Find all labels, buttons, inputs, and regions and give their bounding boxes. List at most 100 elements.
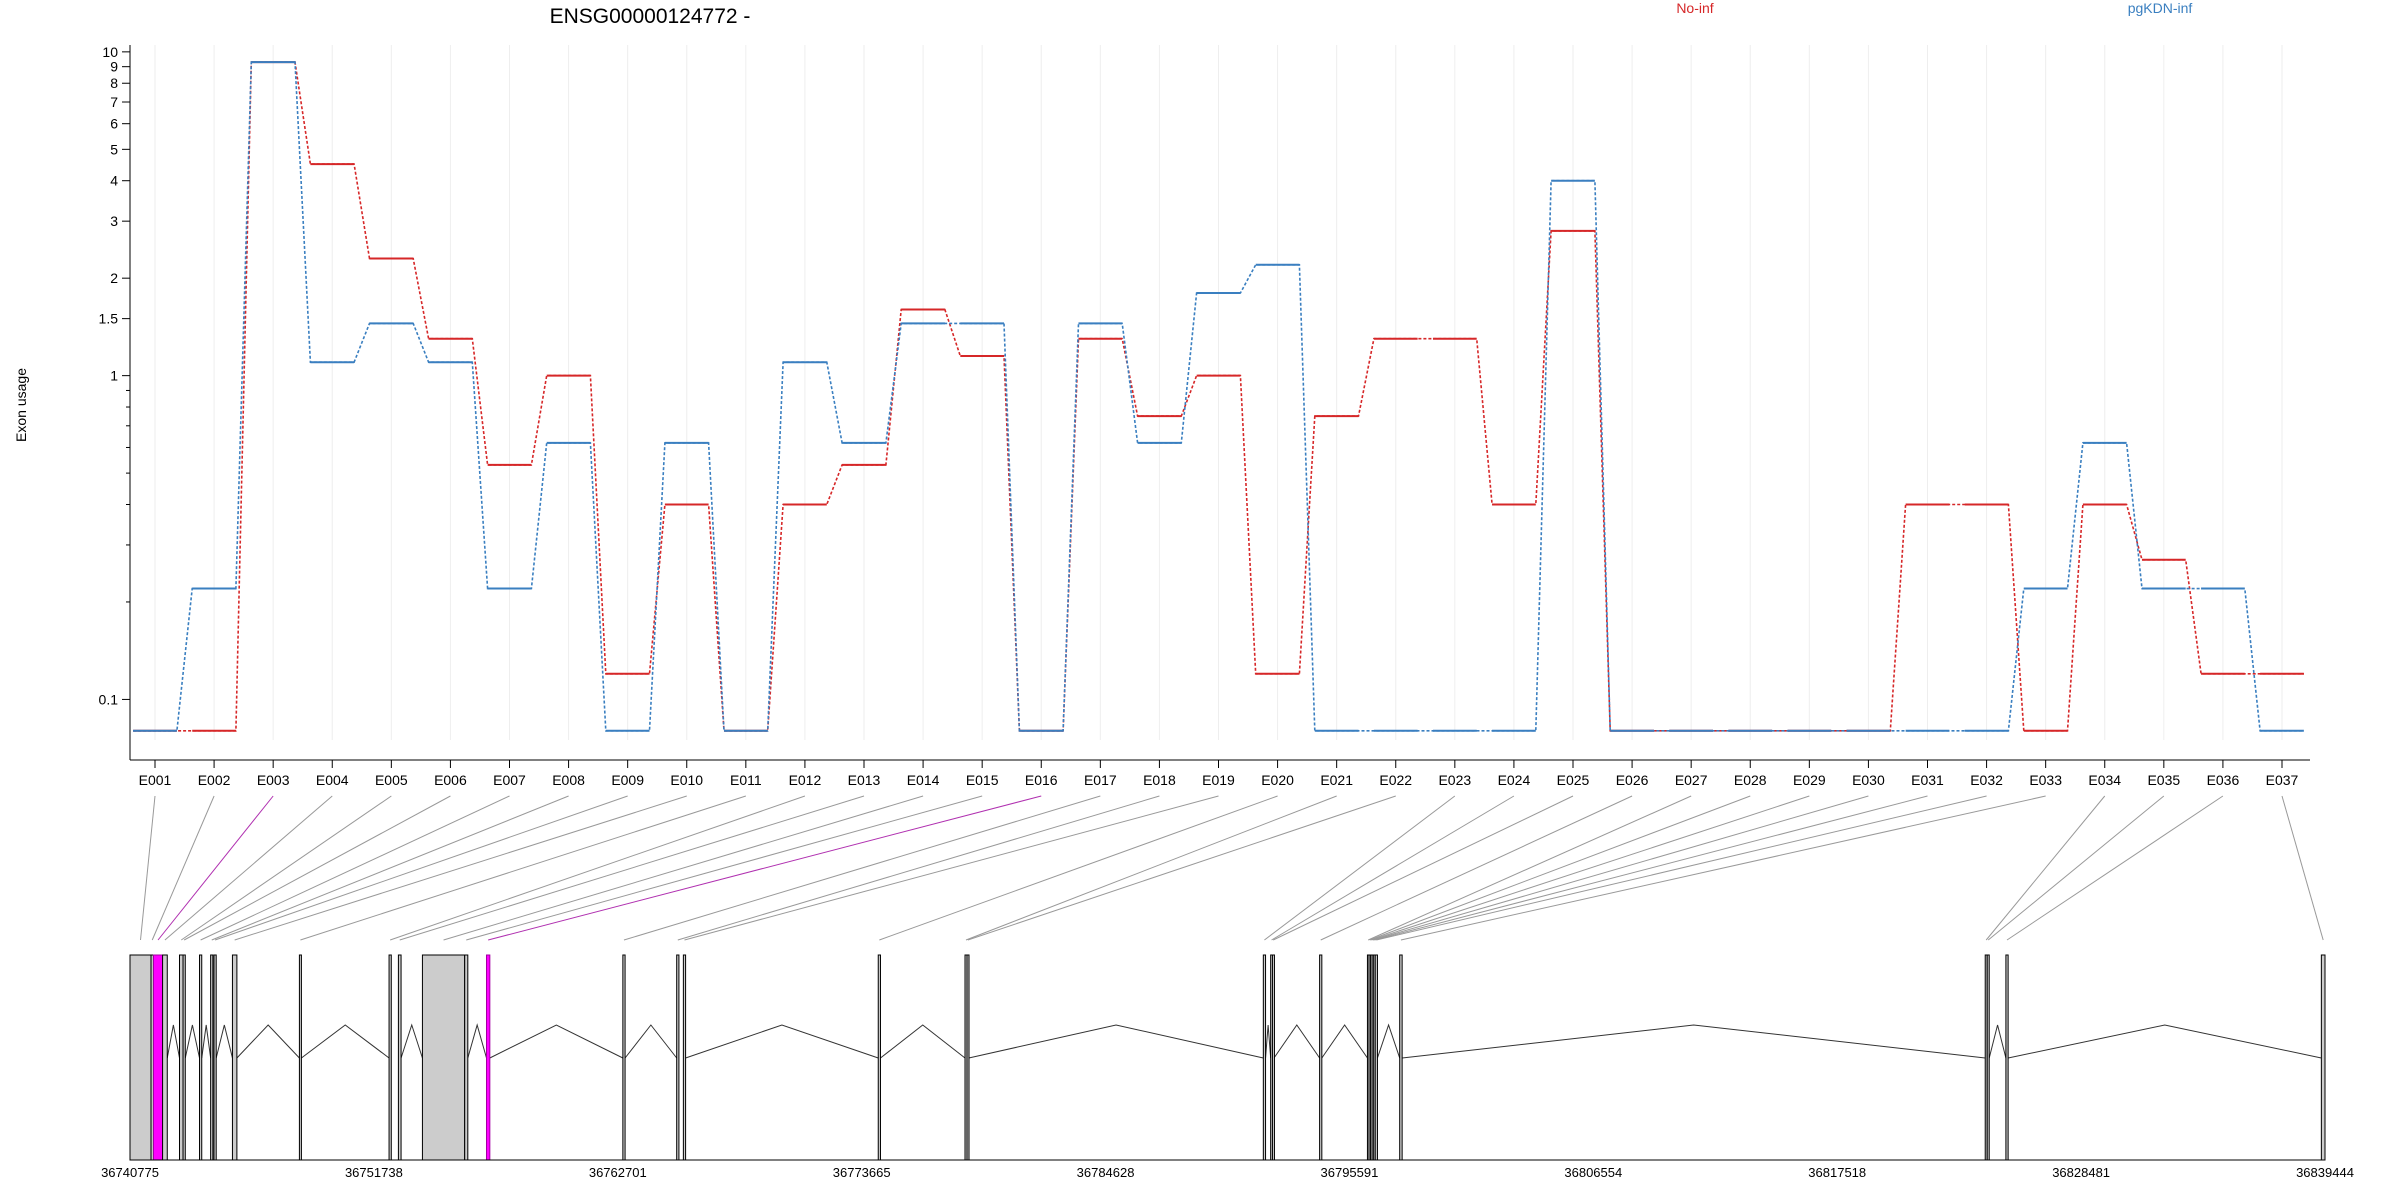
exon-connector xyxy=(967,795,1396,941)
exon-box xyxy=(877,954,881,1161)
gene-model xyxy=(129,954,2326,1161)
exon-connector xyxy=(1273,795,1574,941)
exon-connector xyxy=(200,795,510,941)
y-tick-label: 1 xyxy=(110,368,118,384)
exon-connector xyxy=(399,795,865,941)
exon-box xyxy=(397,954,402,1161)
x-tick-label: E014 xyxy=(907,772,940,788)
x-tick-label: E031 xyxy=(1911,772,1944,788)
x-tick-label: E027 xyxy=(1675,772,1708,788)
intron xyxy=(301,1024,390,1059)
exon-connector xyxy=(1987,795,2165,941)
genomic-tick-label: 36762701 xyxy=(589,1165,647,1180)
genomic-tick-label: 36806554 xyxy=(1564,1165,1622,1180)
exon-box xyxy=(622,954,626,1161)
intron xyxy=(184,1024,201,1059)
x-tick-label: E011 xyxy=(730,772,762,788)
exon-box xyxy=(1319,954,1323,1161)
legend-item-no-inf: No-inf xyxy=(1676,0,1713,16)
exon-box xyxy=(182,954,186,1161)
genomic-tick-label: 36828481 xyxy=(2052,1165,2110,1180)
exon-box xyxy=(966,954,970,1161)
y-tick-label: 2 xyxy=(110,270,118,286)
exon-box xyxy=(1262,954,1267,1161)
y-tick-label: 10 xyxy=(102,44,118,60)
x-tick-label: E015 xyxy=(966,772,999,788)
x-tick-label: E006 xyxy=(434,772,467,788)
exon-box xyxy=(129,954,152,1161)
x-tick-label: E008 xyxy=(552,772,585,788)
y-tick-label: 0.1 xyxy=(99,691,119,707)
genomic-tick-label: 36795591 xyxy=(1321,1165,1379,1180)
intron xyxy=(1402,1024,1986,1059)
x-tick-label: E036 xyxy=(2207,772,2240,788)
genomic-tick-label: 36740775 xyxy=(101,1165,159,1180)
x-tick-label: E024 xyxy=(1498,772,1531,788)
exon-connector xyxy=(390,795,806,941)
intron xyxy=(880,1024,966,1059)
x-axis: E001 E002 E003 E004 E005 E006 E007 E008 E009 E010… xyxy=(130,759,2310,788)
x-tick-label: E003 xyxy=(257,772,290,788)
exon-connector xyxy=(1264,795,1456,941)
x-tick-label: E037 xyxy=(2266,772,2299,788)
exon-connector xyxy=(1271,795,1515,941)
x-tick-label: E023 xyxy=(1438,772,1471,788)
exon-connector xyxy=(157,795,274,941)
exon-box xyxy=(464,954,469,1161)
exon-connector xyxy=(1374,795,1928,941)
x-tick-label: E005 xyxy=(375,772,408,788)
x-tick-label: E012 xyxy=(789,772,822,788)
exon-connector xyxy=(214,795,628,941)
x-tick-label: E001 xyxy=(139,772,172,788)
exon-box xyxy=(1986,954,1990,1161)
exon-connector xyxy=(677,795,1160,941)
y-tick-label: 8 xyxy=(110,75,118,91)
exon-connector xyxy=(164,795,333,941)
x-tick-label: E009 xyxy=(611,772,644,788)
exon-connector xyxy=(466,795,983,941)
intron xyxy=(968,1024,1264,1059)
exon-connectors xyxy=(140,795,2324,941)
intron xyxy=(215,1024,233,1059)
intron xyxy=(201,1024,212,1059)
exon-box xyxy=(178,954,184,1161)
x-tick-label: E029 xyxy=(1793,772,1826,788)
exon-box xyxy=(1374,954,1378,1161)
genomic-tick-label: 36839444 xyxy=(2296,1165,2354,1180)
x-tick-label: E033 xyxy=(2029,772,2062,788)
exon-connector xyxy=(1368,795,1692,941)
exon-box xyxy=(231,954,238,1161)
intron xyxy=(236,1024,300,1059)
exon-box xyxy=(162,954,168,1161)
y-axis-label: Exon usage xyxy=(13,368,29,442)
exon-connector xyxy=(1400,795,2046,941)
exon-box xyxy=(1271,954,1275,1161)
exon-connector xyxy=(879,795,1278,941)
exon-box xyxy=(421,954,466,1161)
genomic-tick-label: 36817518 xyxy=(1808,1165,1866,1180)
y-tick-label: 1.5 xyxy=(99,311,119,327)
exon-connector xyxy=(1371,795,1810,941)
exon-box xyxy=(682,954,687,1161)
x-tick-label: E013 xyxy=(848,772,881,788)
intron xyxy=(467,1023,487,1059)
genomic-axis: 36740775 36751738 36762701 36773665 36784628… xyxy=(101,1159,2354,1180)
y-tick-label: 4 xyxy=(110,173,118,189)
exon-connector xyxy=(180,795,392,941)
genomic-tick-label: 36784628 xyxy=(1077,1165,1135,1180)
exon-connector xyxy=(443,795,924,941)
intron xyxy=(1265,1024,1272,1059)
intron xyxy=(624,1024,678,1059)
genomic-tick-label: 36773665 xyxy=(833,1165,891,1180)
x-tick-label: E035 xyxy=(2147,772,2180,788)
intron xyxy=(1321,1024,1368,1059)
exon-box xyxy=(2320,954,2326,1161)
exon-box xyxy=(388,954,392,1161)
exon-connector xyxy=(183,795,451,941)
x-tick-label: E004 xyxy=(316,772,349,788)
y-tick-label: 6 xyxy=(110,116,118,132)
exon-connector xyxy=(300,795,746,941)
exon-box xyxy=(152,954,164,1161)
legend-item-pgkdn-inf: pgKDN-inf xyxy=(2128,0,2193,16)
x-tick-label: E010 xyxy=(670,772,703,788)
